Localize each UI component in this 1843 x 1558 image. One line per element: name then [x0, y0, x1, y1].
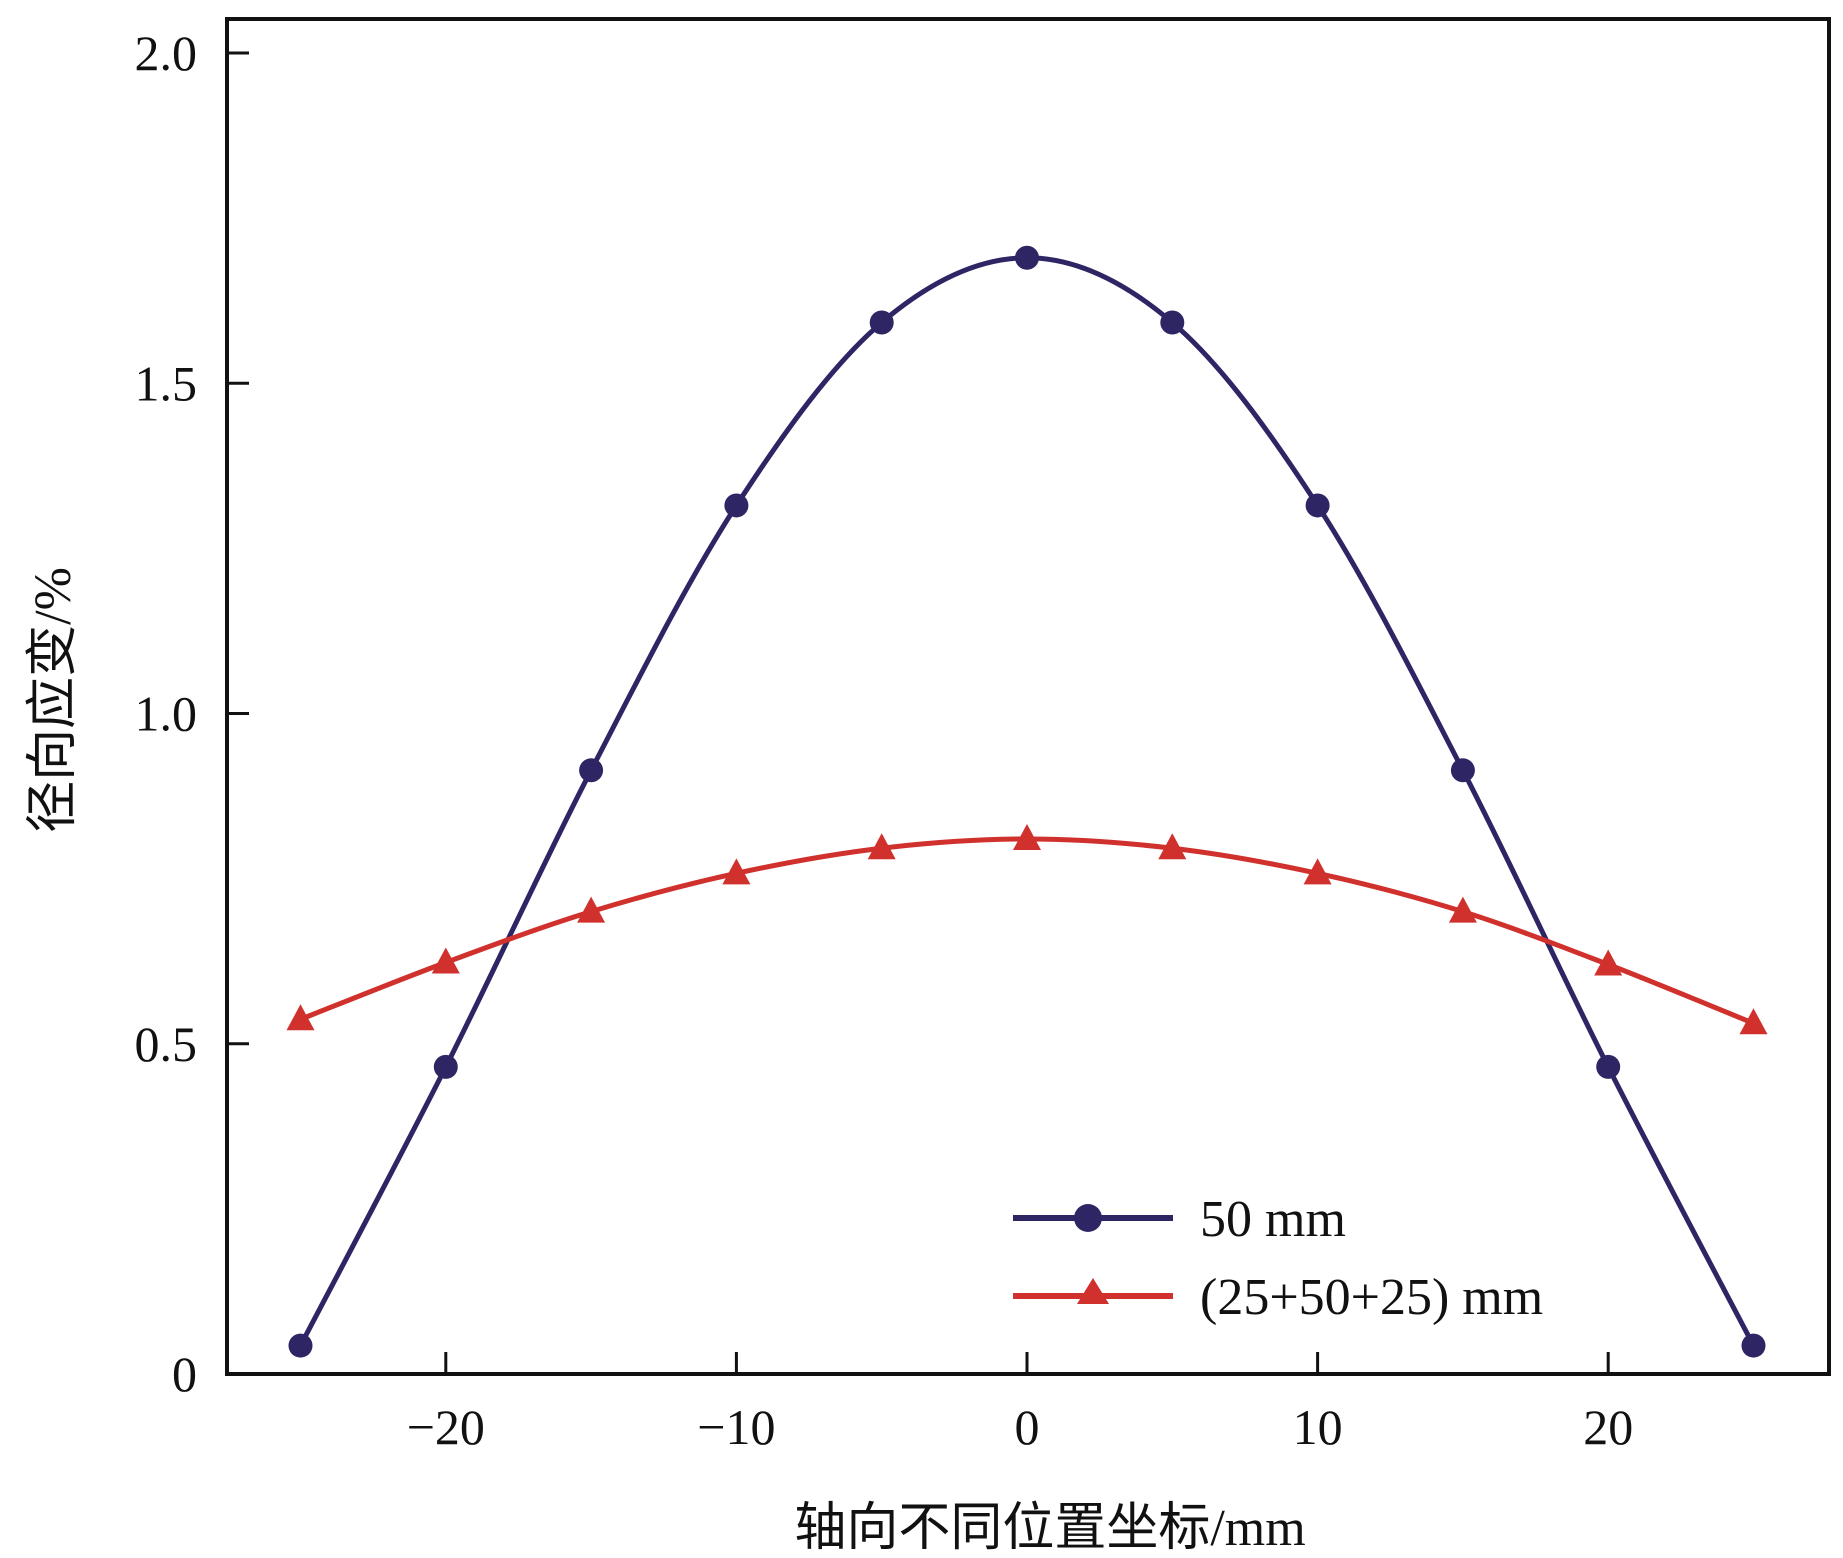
- series-line-0: [298, 255, 1756, 1347]
- data-point-triangle: [722, 858, 751, 885]
- data-point-triangle: [431, 947, 460, 974]
- plot-frame: [225, 17, 1831, 1376]
- data-point-circle: [1450, 758, 1475, 783]
- y-tick-label: 1.5: [135, 355, 198, 411]
- legend-label-1: (25+50+25) mm: [1200, 1269, 1543, 1326]
- legend-marker-triangle: [1077, 1278, 1109, 1304]
- data-point-triangle: [1448, 896, 1477, 923]
- y-tick-label: 0: [172, 1346, 197, 1402]
- data-point-triangle: [1158, 833, 1187, 860]
- data-point-circle: [1596, 1054, 1621, 1079]
- x-tick-label: −20: [407, 1399, 485, 1455]
- series-line-1: [299, 836, 1755, 1026]
- data-point-circle: [433, 1054, 458, 1079]
- y-tick-label: 1.0: [135, 686, 198, 742]
- x-tick-label: 0: [1015, 1399, 1040, 1455]
- data-point-circle: [869, 310, 894, 335]
- legend-label-0: 50 mm: [1200, 1191, 1346, 1248]
- x-axis-label: 轴向不同位置坐标/mm: [794, 1500, 1305, 1557]
- x-tick-label: 20: [1583, 1399, 1633, 1455]
- data-point-triangle: [1594, 949, 1623, 976]
- x-tick-label: 10: [1293, 1399, 1343, 1455]
- y-axis-label: 径向应变/%: [25, 567, 82, 833]
- data-point-circle: [1741, 1333, 1766, 1358]
- data-point-triangle: [1013, 823, 1041, 850]
- data-point-triangle: [286, 1004, 315, 1031]
- data-point-circle: [724, 493, 749, 518]
- x-tick-label: −10: [697, 1399, 775, 1455]
- y-tick-label: 2.0: [135, 25, 198, 81]
- data-point-circle: [1160, 310, 1185, 335]
- y-tick-label: 0.5: [135, 1016, 198, 1072]
- data-point-triangle: [867, 833, 896, 860]
- data-point-circle: [579, 758, 604, 783]
- data-point-circle: [288, 1333, 313, 1358]
- data-point-circle: [1305, 493, 1330, 518]
- data-point-circle: [1015, 245, 1039, 270]
- legend: 50 mm (25+50+25) mm: [1013, 1191, 1543, 1326]
- legend-marker-circle: [1074, 1204, 1102, 1232]
- data-point-triangle: [577, 896, 606, 923]
- data-point-triangle: [1739, 1008, 1768, 1035]
- data-point-triangle: [1303, 858, 1332, 885]
